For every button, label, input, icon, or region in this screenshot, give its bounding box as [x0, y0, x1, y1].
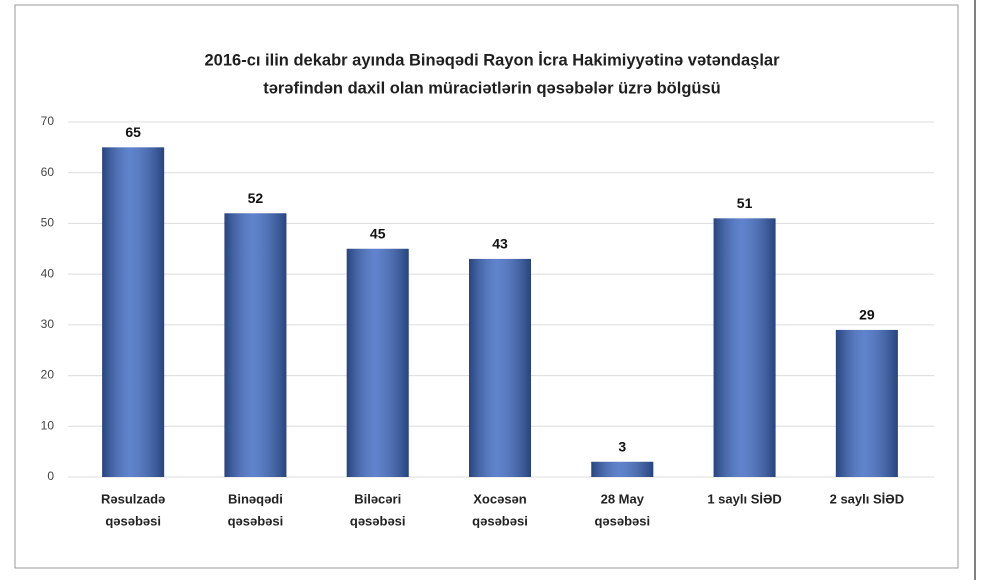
bar-shading — [591, 461, 654, 477]
value-label: 3 — [618, 438, 626, 454]
x-tick-label: qəsəbəsi — [228, 513, 284, 528]
value-label: 52 — [248, 190, 264, 206]
x-tick-label: 2 saylı SİƏD — [830, 491, 904, 506]
chart-title: tərəfindən daxil olan müraciətlərin qəsə… — [263, 79, 721, 97]
value-label: 51 — [737, 195, 753, 211]
bar-shading — [469, 258, 531, 477]
value-label: 43 — [492, 236, 508, 252]
chart-title: 2016-cı ilin dekabr ayında Binəqədi Rayo… — [205, 51, 781, 69]
x-tick-label: Rəsulzadə — [101, 491, 165, 506]
x-tick-label: Biləcəri — [354, 491, 401, 506]
bar-shading — [224, 213, 287, 478]
value-label: 65 — [125, 124, 141, 140]
x-tick-label: qəsəbəsi — [594, 513, 650, 528]
y-tick-label: 70 — [41, 114, 55, 128]
y-tick-label: 60 — [41, 165, 55, 179]
value-label: 45 — [370, 225, 386, 241]
y-tick-label: 20 — [41, 368, 55, 382]
x-tick-label: qəsəbəsi — [105, 513, 161, 528]
x-tick-label: qəsəbəsi — [350, 513, 406, 528]
y-tick-label: 50 — [41, 216, 55, 230]
bar-shading — [835, 329, 898, 477]
y-tick-label: 40 — [41, 266, 55, 280]
x-tick-label: Xocəsən — [473, 491, 527, 506]
x-tick-label: 1 saylı SİƏD — [707, 491, 781, 506]
x-tick-label: 28 May — [601, 491, 645, 506]
x-tick-label: Binəqədi — [228, 491, 283, 506]
bar-shading — [346, 248, 409, 477]
y-tick-label: 30 — [41, 317, 55, 331]
bar-shading — [102, 147, 165, 477]
value-label: 29 — [859, 307, 875, 323]
y-tick-label: 10 — [41, 418, 55, 432]
x-tick-label: qəsəbəsi — [472, 513, 528, 528]
bar-shading — [713, 218, 776, 477]
y-tick-label: 0 — [47, 469, 54, 483]
